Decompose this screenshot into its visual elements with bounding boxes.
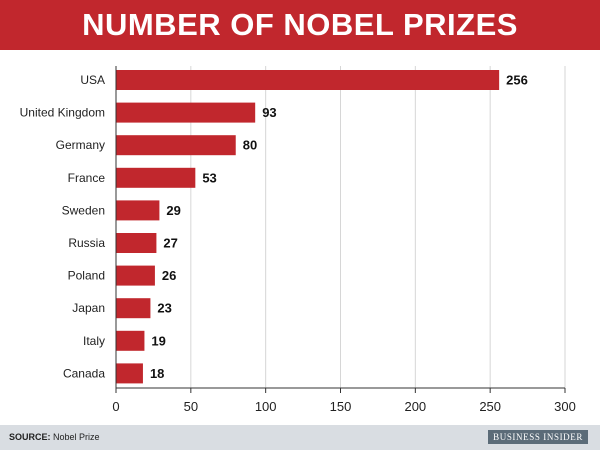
- bar: [116, 330, 145, 351]
- bar: [116, 135, 236, 156]
- category-label: USA: [80, 73, 105, 87]
- category-label: Poland: [68, 269, 105, 283]
- category-label: France: [68, 171, 106, 185]
- value-label: 256: [506, 73, 528, 88]
- category-label: Germany: [56, 138, 105, 152]
- source-text: Nobel Prize: [50, 432, 100, 442]
- category-label: Italy: [83, 334, 105, 348]
- x-tick-label: 250: [479, 399, 501, 414]
- bar: [116, 363, 143, 384]
- value-label: 80: [243, 138, 257, 153]
- x-tick-label: 0: [112, 399, 119, 414]
- x-tick-label: 300: [554, 399, 576, 414]
- bar: [116, 70, 500, 90]
- value-label: 23: [157, 301, 171, 316]
- source-note: SOURCE: Nobel Prize: [9, 432, 100, 442]
- bar: [116, 167, 196, 188]
- source-label: SOURCE:: [9, 432, 51, 442]
- x-tick-label: 150: [330, 399, 352, 414]
- value-label: 18: [150, 366, 164, 381]
- category-label: Russia: [68, 236, 105, 250]
- value-label: 26: [162, 268, 176, 283]
- bar: [116, 233, 157, 253]
- chart-title: NUMBER OF NOBEL PRIZES: [82, 7, 518, 42]
- category-label: United Kingdom: [20, 106, 105, 120]
- value-label: 93: [262, 105, 276, 120]
- chart-header: NUMBER OF NOBEL PRIZES: [0, 0, 600, 50]
- value-label: 29: [166, 203, 180, 218]
- value-label: 53: [202, 170, 216, 185]
- value-label: 27: [163, 236, 177, 251]
- brand-logo: BUSINESS INSIDER: [488, 430, 588, 444]
- bar: [116, 265, 155, 286]
- value-label: 19: [151, 333, 165, 348]
- footer: SOURCE: Nobel Prize BUSINESS INSIDER: [0, 425, 600, 450]
- category-label: Japan: [72, 301, 105, 315]
- bar: [116, 102, 256, 123]
- x-tick-label: 100: [255, 399, 277, 414]
- bar: [116, 200, 160, 221]
- bar-chart: USA 256 United Kingdom 93 Germany 80 France 53 S…: [20, 66, 576, 414]
- x-tick-label: 50: [184, 399, 198, 414]
- category-label: Sweden: [62, 203, 105, 217]
- category-label: Canada: [63, 366, 105, 380]
- x-tick-label: 200: [404, 399, 426, 414]
- bar: [116, 298, 151, 319]
